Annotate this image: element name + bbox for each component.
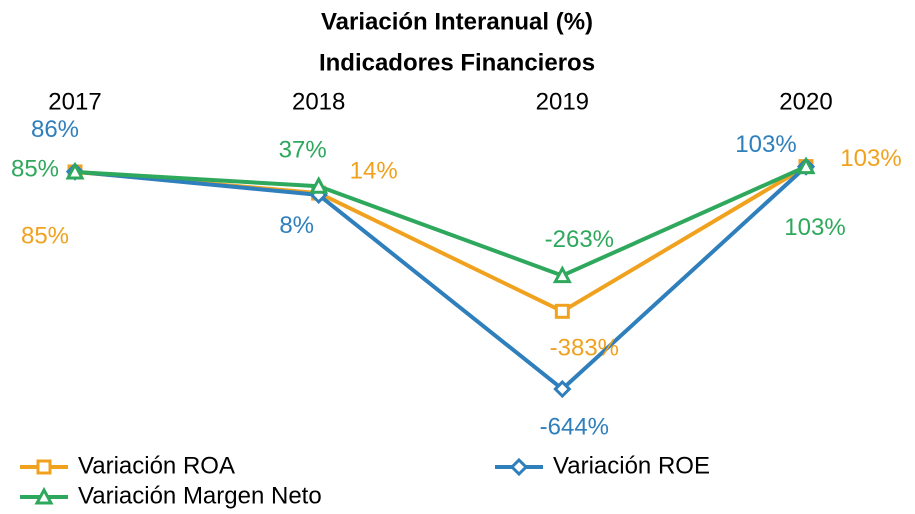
data-label: -263% — [545, 226, 614, 253]
line — [74, 164, 807, 278]
line — [74, 165, 808, 392]
legend-label: Variación ROE — [553, 452, 710, 479]
chart-subtitle: Indicadores Financieros — [319, 49, 595, 76]
chart-title: Variación Interanual (%) — [321, 8, 593, 35]
marker — [65, 161, 85, 180]
legend-label: Variación Margen Neto — [78, 482, 322, 509]
x-tick-label: 2020 — [779, 88, 832, 115]
data-label: -644% — [540, 413, 609, 440]
data-label: 103% — [735, 131, 796, 158]
x-tick-label: 2019 — [536, 88, 589, 115]
legend-marker — [36, 459, 52, 475]
x-tick-label: 2017 — [48, 88, 101, 115]
data-label: 14% — [350, 157, 398, 184]
legend-marker — [34, 486, 54, 505]
data-label: 37% — [279, 137, 327, 164]
legend-marker — [509, 457, 529, 477]
marker — [553, 379, 572, 399]
data-label: 85% — [11, 155, 59, 182]
data-label: -383% — [550, 335, 619, 362]
data-label: 8% — [279, 212, 314, 239]
marker — [309, 176, 329, 194]
x-tick-label: 2018 — [292, 88, 345, 115]
marker — [554, 303, 570, 319]
data-label: 103% — [784, 214, 845, 241]
data-label: 103% — [840, 145, 901, 172]
legend-label: Variación ROA — [78, 452, 235, 479]
data-label: 86% — [31, 116, 79, 143]
data-label: 85% — [21, 222, 69, 249]
marker — [796, 156, 816, 175]
marker — [552, 265, 572, 284]
